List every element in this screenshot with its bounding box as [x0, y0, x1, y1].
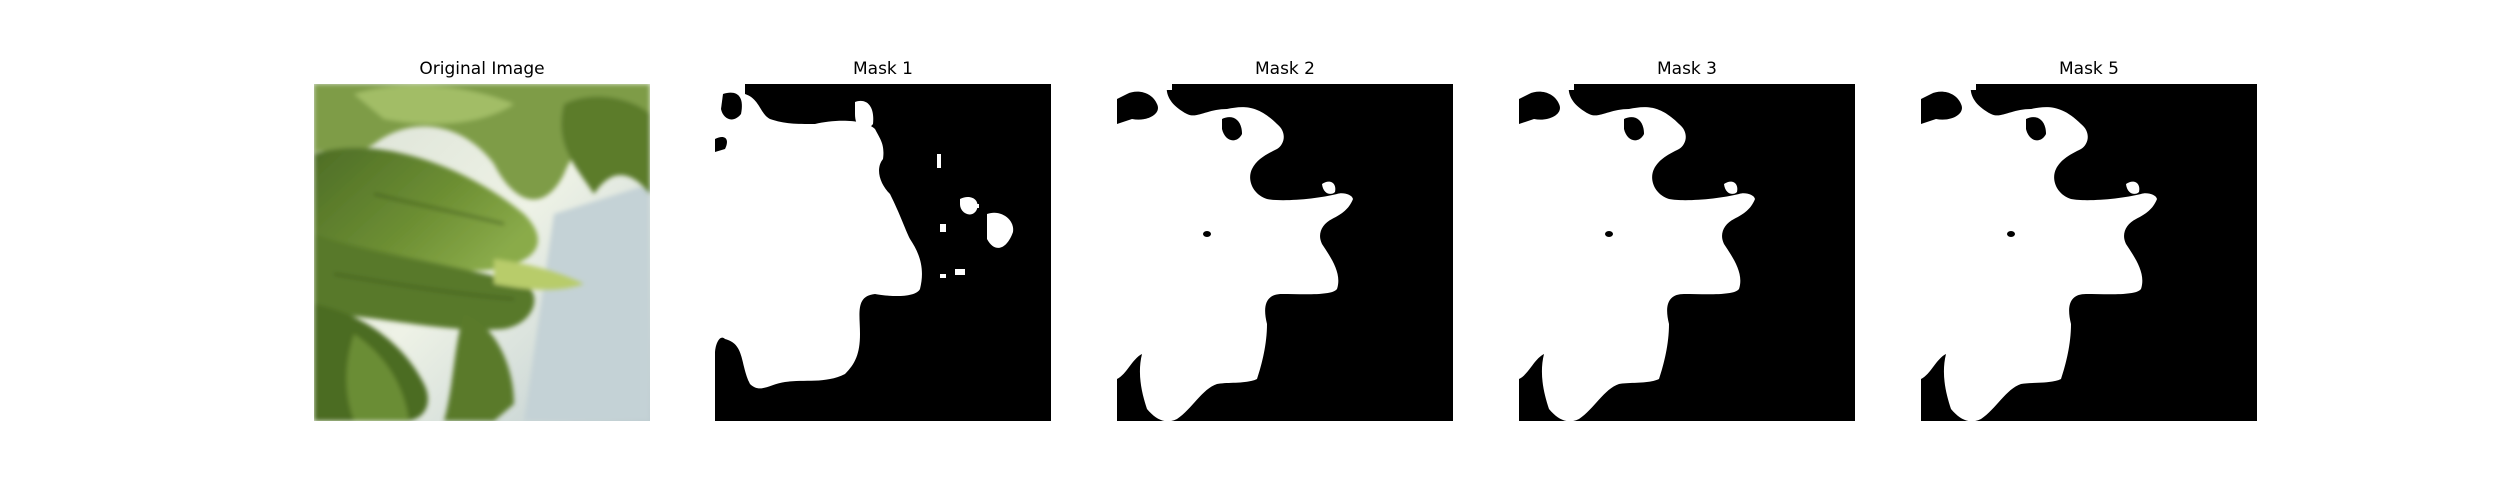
original-photo — [314, 84, 650, 421]
panel-title: Mask 1 — [852, 59, 913, 79]
panel-mask-1: Mask 1 — [715, 0, 1051, 500]
panel-mask-3: Mask 3 — [1519, 0, 1855, 500]
panel-title: Mask 2 — [1254, 59, 1315, 79]
panel-mask-2: Mask 2 — [1117, 0, 1453, 500]
mask-image — [1519, 84, 1855, 421]
panel-title: Mask 5 — [2058, 59, 2119, 79]
mask-image — [715, 84, 1051, 421]
panel-title: Original Image — [419, 59, 545, 79]
panel-title: Mask 3 — [1656, 59, 1717, 79]
panel-mask-5: Mask 5 — [1921, 0, 2257, 500]
mask-image — [1921, 84, 2257, 421]
panel-original-image: Original Image — [314, 0, 650, 500]
mask-image — [1117, 84, 1453, 421]
